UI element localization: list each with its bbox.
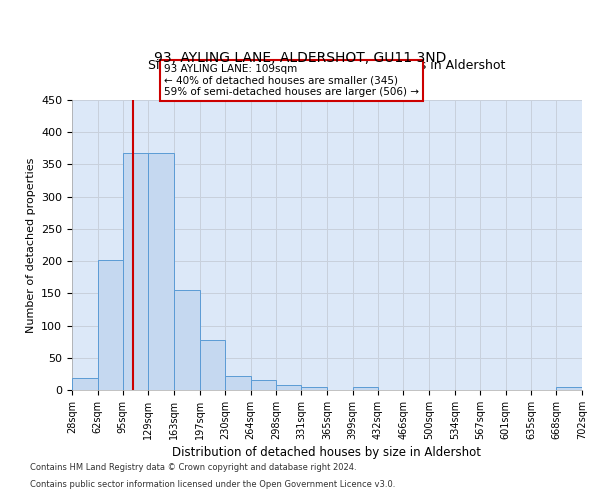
Text: 93, AYLING LANE, ALDERSHOT, GU11 3ND: 93, AYLING LANE, ALDERSHOT, GU11 3ND bbox=[154, 51, 446, 65]
Bar bbox=[122, 154, 148, 390]
Bar bbox=[277, 385, 301, 390]
Bar bbox=[556, 387, 582, 390]
Bar bbox=[174, 290, 200, 390]
Bar bbox=[148, 154, 174, 390]
Bar bbox=[72, 378, 98, 390]
Title: Size of property relative to detached houses in Aldershot: Size of property relative to detached ho… bbox=[148, 60, 506, 72]
Bar bbox=[225, 376, 251, 390]
Bar bbox=[301, 387, 327, 390]
Bar bbox=[353, 387, 377, 390]
Bar bbox=[200, 340, 225, 390]
Text: Contains HM Land Registry data © Crown copyright and database right 2024.: Contains HM Land Registry data © Crown c… bbox=[30, 464, 356, 472]
Text: Contains public sector information licensed under the Open Government Licence v3: Contains public sector information licen… bbox=[30, 480, 395, 489]
Bar bbox=[98, 260, 122, 390]
Text: 93 AYLING LANE: 109sqm
← 40% of detached houses are smaller (345)
59% of semi-de: 93 AYLING LANE: 109sqm ← 40% of detached… bbox=[164, 64, 419, 97]
X-axis label: Distribution of detached houses by size in Aldershot: Distribution of detached houses by size … bbox=[173, 446, 482, 459]
Bar bbox=[251, 380, 277, 390]
Y-axis label: Number of detached properties: Number of detached properties bbox=[26, 158, 35, 332]
